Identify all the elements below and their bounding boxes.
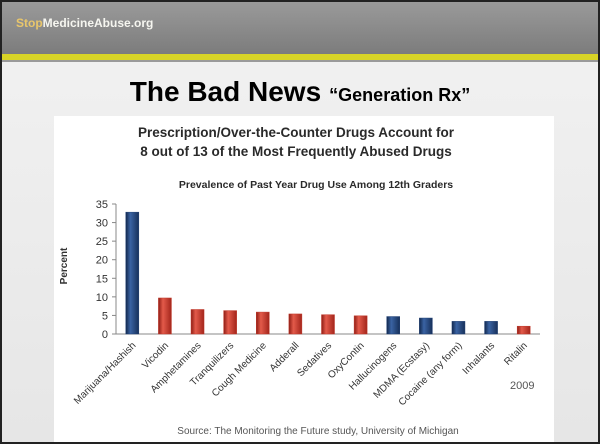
chart-title-line1: Prescription/Over-the-Counter Drugs Acco… <box>138 125 455 140</box>
bar-mdma-ecstasy <box>419 317 433 335</box>
bar-marijuana-hashish <box>125 211 140 335</box>
slide-title: The Bad News “Generation Rx” <box>2 76 598 108</box>
y-tick-label: 30 <box>96 218 108 230</box>
slide-title-main: The Bad News <box>129 76 322 107</box>
y-tick-label: 35 <box>96 199 108 211</box>
bar-chart: Prescription/Over-the-Counter Drugs Acco… <box>59 125 540 437</box>
header-rule-dark <box>2 60 598 62</box>
y-tick-label: 5 <box>102 310 108 322</box>
y-tick-label: 0 <box>102 329 108 341</box>
header-bar: StopMedicineAbuse.org <box>2 2 598 54</box>
y-tick-label: 10 <box>96 292 108 304</box>
x-tick-label: Inhalants <box>461 340 497 376</box>
bar-oxycontin <box>353 315 368 335</box>
chart-title-line2: 8 out of 13 of the Most Frequently Abuse… <box>140 144 452 159</box>
bar-cough-medicine <box>256 311 270 335</box>
slide-title-sub: “Generation Rx” <box>329 85 471 105</box>
bar-vicodin <box>158 297 172 335</box>
year-label: 2009 <box>510 380 534 392</box>
brand-name: MedicineAbuse.org <box>42 16 154 30</box>
header-rule-gold <box>2 54 598 60</box>
bar-amphetamines <box>190 309 205 335</box>
x-tick-label: Vicodin <box>140 340 171 371</box>
chart-subtitle: Prevalence of Past Year Drug Use Among 1… <box>179 179 453 191</box>
x-tick-label: Ritalin <box>502 340 529 367</box>
brand-accent: Stop <box>16 16 43 30</box>
brand-logo: StopMedicineAbuse.org <box>16 16 153 30</box>
bar-sedatives <box>321 314 335 335</box>
x-tick-label: MDMA (Ecstasy) <box>372 340 432 400</box>
y-axis-label: Percent <box>59 247 70 284</box>
bar-hallucinogens <box>386 316 400 335</box>
y-tick-label: 20 <box>96 255 108 267</box>
bar-adderall <box>288 313 303 335</box>
bar-inhalants <box>484 321 498 335</box>
bar-cocaine-any-form <box>451 321 466 335</box>
bar-tranquilizers <box>223 310 237 335</box>
chart-panel: Prescription/Over-the-Counter Drugs Acco… <box>54 116 554 442</box>
y-tick-label: 25 <box>96 236 108 248</box>
bar-ritalin <box>516 325 531 335</box>
y-tick-label: 15 <box>96 273 108 285</box>
x-tick-label: Cocaine (any form) <box>397 340 465 408</box>
x-tick-label: Marijuana/Hashish <box>72 340 138 406</box>
source-note: Source: The Monitoring the Future study,… <box>177 426 458 437</box>
